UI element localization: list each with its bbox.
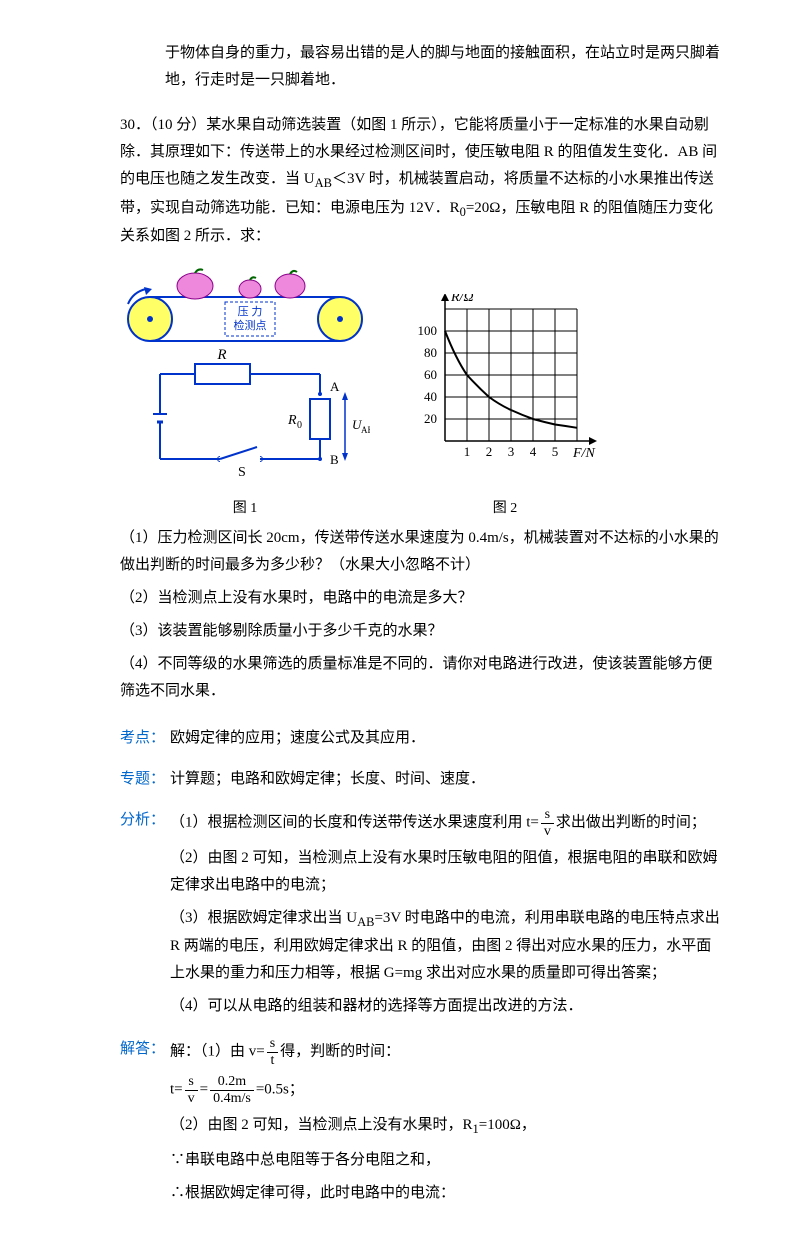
jieda-t: t=sv=0.2m0.4m/s=0.5s；	[170, 1074, 720, 1106]
fenxi-1: （1）根据检测区间的长度和传送带传送水果速度利用 t=sv求出做出判断的时间；	[170, 807, 720, 839]
jieda-3: ∵串联电路中总电阻等于各分电阻之和，	[170, 1147, 720, 1174]
svg-text:3: 3	[508, 444, 515, 459]
fig2-caption: 图 2	[400, 496, 610, 521]
frac-num: 0.2m	[210, 1074, 254, 1090]
frac-icon: sv	[541, 807, 554, 839]
frac-den: t	[267, 1053, 278, 1068]
fenxi-label: 分析：	[120, 807, 170, 1026]
q30-part2: （2）当检测点上没有水果时，电路中的电流是多大？	[120, 585, 720, 612]
svg-text:F/N: F/N	[572, 446, 595, 461]
fenxi3-sub: AB	[357, 915, 374, 929]
jieda1-a: 解：（1）由 v=	[170, 1044, 265, 1060]
figure-2: 100 80 60 40 20 1 2 3 4 5 R/Ω F/N 图 2	[400, 294, 610, 521]
frac-den: 0.4m/s	[210, 1091, 254, 1106]
jieda-1: 解：（1）由 v=st得，判断的时间：	[170, 1036, 720, 1068]
fenxi-row: 分析： （1）根据检测区间的长度和传送带传送水果速度利用 t=sv求出做出判断的…	[120, 807, 720, 1026]
svg-text:R: R	[216, 347, 226, 363]
kaodian-body: 欧姆定律的应用；速度公式及其应用．	[170, 725, 720, 752]
jieda-t-b: =0.5s；	[256, 1082, 304, 1098]
figures-row: 压 力 检测点 R A R 0 B	[120, 264, 720, 521]
frac-num: s	[185, 1074, 198, 1090]
svg-text:100: 100	[418, 323, 438, 338]
zhuanti-row: 专题： 计算题；电路和欧姆定律；长度、时间、速度．	[120, 766, 720, 793]
svg-text:2: 2	[486, 444, 493, 459]
zhuanti-body: 计算题；电路和欧姆定律；长度、时间、速度．	[170, 766, 720, 793]
fenxi1-a: （1）根据检测区间的长度和传送带传送水果速度利用 t=	[170, 815, 539, 831]
jieda-t-eq: =	[200, 1082, 208, 1098]
jieda-2: （2）由图 2 可知，当检测点上没有水果时，R1=100Ω，	[170, 1112, 720, 1141]
fenxi-body: （1）根据检测区间的长度和传送带传送水果速度利用 t=sv求出做出判断的时间； …	[170, 807, 720, 1026]
svg-text:80: 80	[424, 345, 437, 360]
jieda-row: 解答： 解：（1）由 v=st得，判断的时间： t=sv=0.2m0.4m/s=…	[120, 1036, 720, 1212]
fenxi-2: （2）由图 2 可知，当检测点上没有水果时压敏电阻的阻值，根据电阻的串联和欧姆定…	[170, 845, 720, 899]
frac-den: v	[541, 824, 554, 839]
q30-stem: 30．（10 分）某水果自动筛选装置（如图 1 所示），它能将质量小于一定标准的…	[120, 112, 720, 250]
svg-text:5: 5	[552, 444, 559, 459]
fenxi1-b: 求出做出判断的时间；	[556, 815, 706, 831]
kaodian-label: 考点：	[120, 725, 170, 752]
fenxi-4: （4）可以从电路的组装和器材的选择等方面提出改进的方法．	[170, 993, 720, 1020]
prev-continuation: 于物体自身的重力，最容易出错的是人的脚与地面的接触面积，在站立时是两只脚着地，行…	[120, 40, 720, 94]
sub-ab: AB	[315, 176, 332, 190]
svg-text:40: 40	[424, 389, 437, 404]
zhuanti-label: 专题：	[120, 766, 170, 793]
prev-text: 于物体自身的重力，最容易出错的是人的脚与地面的接触面积，在站立时是两只脚着地，行…	[165, 45, 720, 88]
frac-icon: 0.2m0.4m/s	[210, 1074, 254, 1106]
fig1-detect-label: 检测点	[234, 318, 267, 332]
jieda-t-a: t=	[170, 1082, 183, 1098]
fenxi-3: （3）根据欧姆定律求出当 UAB=3V 时电路中的电流，利用串联电路的电压特点求…	[170, 905, 720, 988]
jieda-label: 解答：	[120, 1036, 170, 1212]
jieda1-b: 得，判断的时间：	[280, 1044, 400, 1060]
kaodian-row: 考点： 欧姆定律的应用；速度公式及其应用．	[120, 725, 720, 752]
svg-text:R: R	[287, 413, 297, 428]
svg-text:B: B	[330, 452, 339, 467]
frac-icon: sv	[185, 1074, 198, 1106]
jieda-4: ∴根据欧姆定律可得，此时电路中的电流：	[170, 1180, 720, 1207]
svg-text:1: 1	[464, 444, 471, 459]
q30-part3: （3）该装置能够剔除质量小于多少千克的水果？	[120, 618, 720, 645]
fig1-pressure-label: 压 力	[238, 305, 263, 318]
jieda2-a: （2）由图 2 可知，当检测点上没有水果时，R	[170, 1117, 473, 1133]
frac-num: s	[267, 1036, 278, 1052]
jieda-body: 解：（1）由 v=st得，判断的时间： t=sv=0.2m0.4m/s=0.5s…	[170, 1036, 720, 1212]
q30-part4: （4）不同等级的水果筛选的质量标准是不同的．请你对电路进行改进，使该装置能够方便…	[120, 651, 720, 705]
svg-text:0: 0	[297, 420, 302, 431]
fig1-caption: 图 1	[120, 496, 370, 521]
jieda2-b: =100Ω，	[479, 1117, 536, 1133]
svg-text:60: 60	[424, 367, 437, 382]
frac-den: v	[185, 1091, 198, 1106]
svg-text:R/Ω: R/Ω	[450, 294, 474, 305]
figure-1: 压 力 检测点 R A R 0 B	[120, 264, 370, 521]
fenxi3-a: （3）根据欧姆定律求出当 U	[170, 910, 357, 926]
svg-text:20: 20	[424, 411, 437, 426]
svg-text:AB: AB	[361, 425, 370, 435]
svg-text:A: A	[330, 379, 340, 394]
svg-text:S: S	[238, 465, 246, 480]
svg-text:4: 4	[530, 444, 537, 459]
frac-icon: st	[267, 1036, 278, 1068]
q30-part1: （1）压力检测区间长 20cm，传送带传送水果速度为 0.4m/s，机械装置对不…	[120, 525, 720, 579]
frac-num: s	[541, 807, 554, 823]
